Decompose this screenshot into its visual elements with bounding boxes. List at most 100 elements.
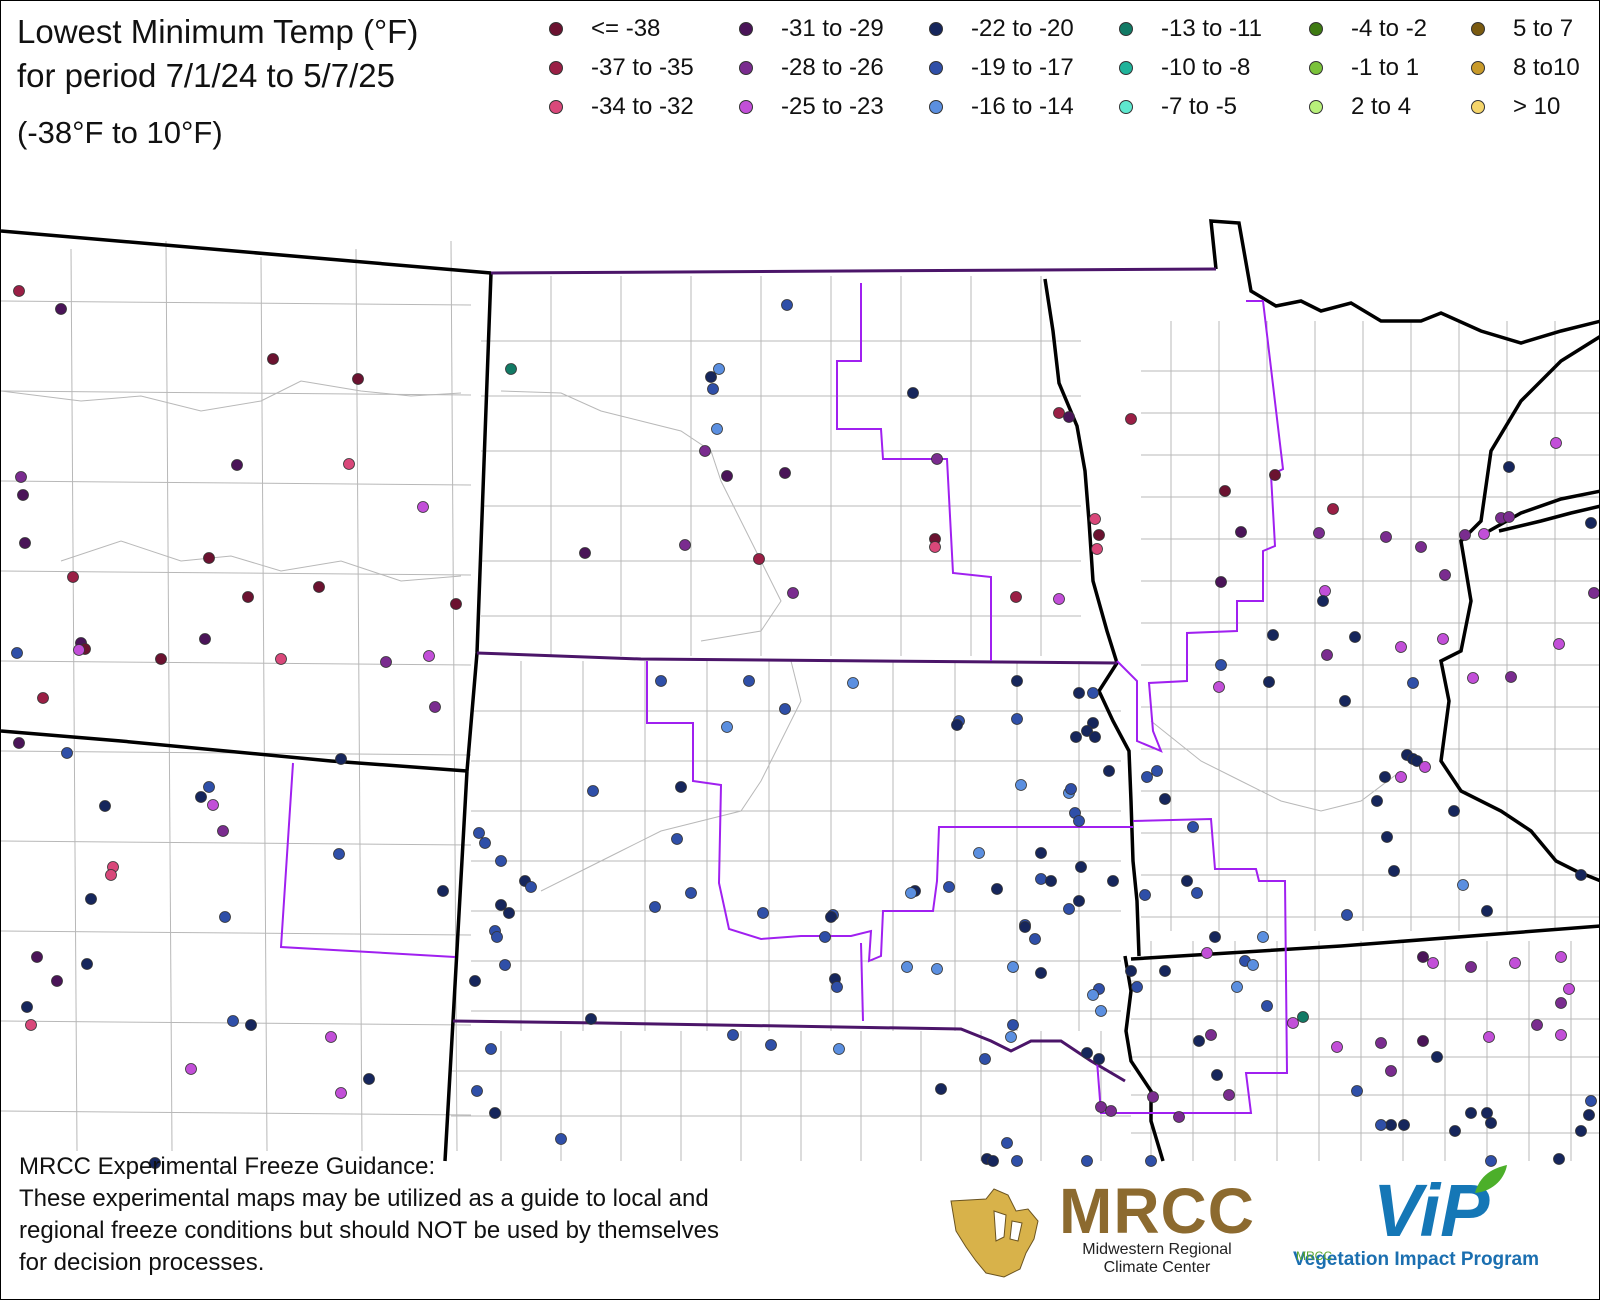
legend-swatch [929,22,943,36]
county-lines [1,240,1599,1161]
station-dot [1087,989,1099,1001]
legend-label: -10 to -8 [1161,54,1251,81]
legend-swatch [929,100,943,114]
legend-label: -16 to -14 [971,93,1074,120]
mrcc-logo-sub-1: Midwestern Regional [1082,1241,1232,1258]
montana-nd-border [465,272,493,772]
county-line [1,1110,472,1116]
sd-iowa-border [1123,955,1165,1162]
station-dot [1105,1105,1117,1117]
station-dot [1073,815,1085,827]
river-boundary [540,660,802,892]
station-dot [675,781,687,793]
legend-label: -34 to -32 [591,93,694,120]
station-dot [1145,1155,1157,1167]
legend-label: -13 to -11 [1161,15,1262,42]
station-dot [267,353,279,365]
legend-swatch [549,100,563,114]
river-boundary [1150,720,1402,812]
legend-label: 5 to 7 [1513,15,1574,42]
mrcc-logo: MRCC Midwestern Regional Climate Center [1059,1179,1255,1277]
legend-item: -31 to -29 [739,14,884,44]
station-dot [901,961,913,973]
station-dot [450,598,462,610]
legend-item: -1 to 1 [1309,53,1419,83]
station-dot [473,827,485,839]
station-dot [1481,1107,1493,1119]
legend-swatch [1119,61,1133,75]
station-dot [491,931,503,943]
legend-swatch [1471,100,1485,114]
nd-north-border [490,267,1217,275]
station-dot [489,1107,501,1119]
station-dot [929,541,941,553]
station-dot [15,471,27,483]
station-dot [579,547,591,559]
station-dot [1081,725,1093,737]
station-dots [11,285,1599,1169]
legend-label: -28 to -26 [781,54,884,81]
station-dot [1073,895,1085,907]
station-dot [363,1073,375,1085]
disclaimer-text-1: These experimental maps may be utilized … [19,1185,709,1212]
legend-label: <= -38 [591,15,661,42]
station-dot [1053,407,1065,419]
station-dot [1261,1000,1273,1012]
station-dot [1467,672,1479,684]
station-dot [907,387,919,399]
station-dot [1407,677,1419,689]
station-dot [779,703,791,715]
legend-swatch [1309,61,1323,75]
wy-highlight [279,762,456,958]
station-dot [1553,1153,1565,1165]
legend-item: 2 to 4 [1309,92,1411,122]
legend-label: -1 to 1 [1351,54,1420,81]
county-line [1,930,472,936]
station-dot [705,371,717,383]
county-line [355,248,363,1152]
county-line [260,256,268,1152]
station-dot [1093,1053,1105,1065]
station-dot [149,1157,161,1169]
station-dot [1380,531,1392,543]
station-dot [1483,1031,1495,1043]
station-dot [1063,903,1075,915]
station-dot [1339,695,1351,707]
legend-label: 2 to 4 [1351,93,1412,120]
legend-item: -37 to -35 [549,53,694,83]
river-boundary [60,540,462,582]
station-dot [423,650,435,662]
station-dot [1091,543,1103,555]
river-boundary [1,380,462,412]
vip-logo-sub: Vegetation Impact Program [1293,1249,1540,1270]
station-dot [503,907,515,919]
disclaimer-text-3: for decision processes. [19,1249,265,1276]
station-dot [1089,513,1101,525]
station-dot [51,975,63,987]
station-dot [1257,931,1269,943]
legend-item: -19 to -17 [929,53,1074,83]
station-dot [1375,1037,1387,1049]
station-dot [1007,1019,1019,1031]
sd-ne-border [452,1019,1126,1083]
station-dot [1235,526,1247,538]
legend-item: -7 to -5 [1119,92,1237,122]
station-dot [1201,947,1213,959]
map-temp-range: (-38°F to 10°F) [17,115,223,150]
station-dot [1035,967,1047,979]
station-dot [951,719,963,731]
canada-border-west [1,229,492,275]
station-dot [437,885,449,897]
legend-swatch [1119,100,1133,114]
station-dot [765,1039,777,1051]
station-dot [13,737,25,749]
station-dot [1075,861,1087,873]
station-dot [1550,437,1562,449]
station-dot [699,445,711,457]
station-dot [1585,517,1597,529]
station-dot [1247,959,1259,971]
station-dot [1011,713,1023,725]
station-dot [73,644,85,656]
legend-label: -19 to -17 [971,54,1074,81]
